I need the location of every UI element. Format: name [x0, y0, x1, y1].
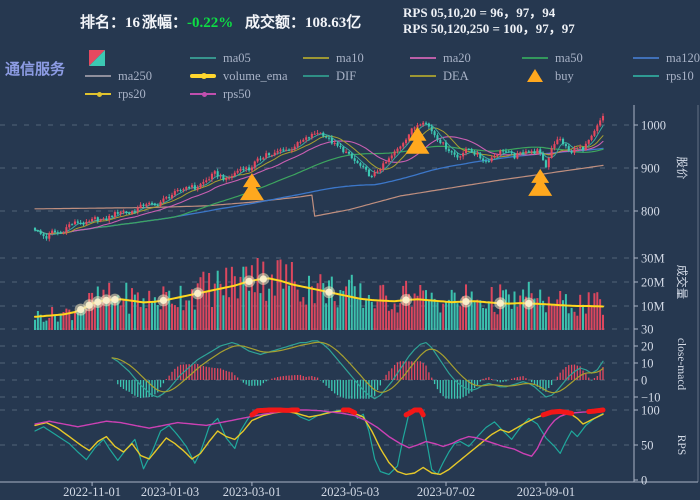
legend-label-ma50: ma50 [555, 50, 583, 65]
legend-label-buy: buy [555, 68, 574, 83]
legend-label-ma20: ma20 [443, 50, 471, 65]
legend-item-ma20: ma20 [410, 50, 471, 66]
sector-name: 通信服务 [5, 62, 66, 78]
rps-axis-title: RPS [675, 435, 687, 455]
y-tick-label: 30M [641, 252, 665, 266]
legend-item-dif: DIF [303, 68, 356, 84]
legend-item-volume-ema: volume_ema [190, 68, 288, 84]
ma10-swatch-icon [303, 50, 329, 66]
legend-item-rps20: rps20 [85, 86, 146, 102]
x-tick-label: 2023-09-01 [517, 485, 575, 499]
legend-item-ma250: ma250 [85, 68, 152, 84]
legend-label-ma120: ma120 [666, 50, 700, 65]
dif-swatch-icon [303, 68, 329, 84]
legend-label-DEA: DEA [443, 68, 469, 83]
y-tick-label: 1000 [641, 119, 666, 133]
macd-axis-title: close-macd [675, 338, 687, 391]
rps50-swatch-icon [190, 86, 216, 102]
y-tick-label: 100 [641, 404, 660, 418]
legend-item-buy: buy [522, 68, 574, 84]
legend-item-ma50: ma50 [522, 50, 583, 66]
buy-marker-icon [528, 168, 553, 196]
buy-marker-icon [239, 173, 264, 201]
x-tick-label: 2023-05-03 [321, 485, 379, 499]
legend-label-rps50: rps50 [223, 86, 251, 101]
legend-item-ma120: ma120 [633, 50, 700, 66]
y-tick-label: −10 [641, 391, 661, 405]
legend-item-ma05: ma05 [190, 50, 251, 66]
volume-ema-swatch-icon [190, 68, 216, 84]
rank-value: 排名：16 [80, 15, 141, 31]
ma250-swatch-icon [85, 68, 111, 84]
y-tick-label: 0 [641, 374, 647, 388]
change-label: 涨幅： [142, 15, 188, 31]
ma20-swatch-icon [410, 50, 436, 66]
ma05-swatch-icon [190, 50, 216, 66]
rps20-swatch-icon [85, 86, 111, 102]
legend-label-rps10: rps10 [666, 68, 694, 83]
legend-item-rps50: rps50 [190, 86, 251, 102]
legend-label-ma10: ma10 [336, 50, 364, 65]
y-tick-label: 10 [641, 357, 654, 371]
rps-summary: RPS 05,10,20 = 96，97，94 RPS 50,120,250 =… [403, 5, 575, 37]
x-tick-label: 2023-07-02 [417, 485, 475, 499]
turnover-value: 成交额：108.63亿 [245, 15, 362, 31]
change-value: 涨幅：-0.22% [142, 11, 233, 32]
buy-swatch-icon [522, 68, 548, 84]
rps-panel [34, 407, 606, 476]
axes: 100090080030M20M10M3020100−101005002022-… [0, 105, 699, 499]
buy-markers [239, 126, 553, 201]
legend-label-rps20: rps20 [118, 86, 146, 101]
x-tick-label: 2022-11-01 [63, 485, 121, 499]
macd-panel [111, 340, 604, 400]
rps-summary-line1: RPS 05,10,20 = 96，97，94 [403, 5, 556, 20]
y-tick-label: 10M [641, 300, 665, 314]
legend-item-rps10: rps10 [633, 68, 694, 84]
price-panel [34, 124, 604, 235]
legend-item-ma10: ma10 [303, 50, 364, 66]
y-tick-label: 30 [641, 323, 654, 337]
legend-label-ma05: ma05 [223, 50, 251, 65]
y-tick-label: 50 [641, 439, 654, 453]
rps-summary-line2: RPS 50,120,250 = 100，97，97 [403, 21, 575, 36]
candle-swatch-swatch-icon [85, 50, 111, 66]
legend-label-ma250: ma250 [118, 68, 153, 83]
rps10-swatch-icon [633, 68, 659, 84]
legend-label-volume_ema: volume_ema [223, 68, 288, 83]
y-tick-label: 20 [641, 340, 654, 354]
price-axis-title: 股价 [675, 157, 688, 180]
change-percent: -0.22% [187, 15, 234, 31]
y-tick-label: 0 [641, 474, 647, 488]
volume-panel [34, 258, 604, 330]
y-tick-label: 900 [641, 162, 660, 176]
legend-item-dea: DEA [410, 68, 469, 84]
ma120-swatch-icon [633, 50, 659, 66]
y-tick-label: 800 [641, 205, 660, 219]
dea-swatch-icon [410, 68, 436, 84]
x-tick-label: 2023-03-01 [223, 485, 281, 499]
legend-label-DIF: DIF [336, 68, 357, 83]
buy-marker-icon [405, 126, 430, 154]
legend-item-candle-swatch [85, 50, 111, 66]
x-tick-label: 2023-01-03 [141, 485, 199, 499]
y-tick-label: 20M [641, 276, 665, 290]
ma50-swatch-icon [522, 50, 548, 66]
candlesticks [33, 113, 605, 242]
volume-axis-title: 成交量 [675, 265, 689, 300]
